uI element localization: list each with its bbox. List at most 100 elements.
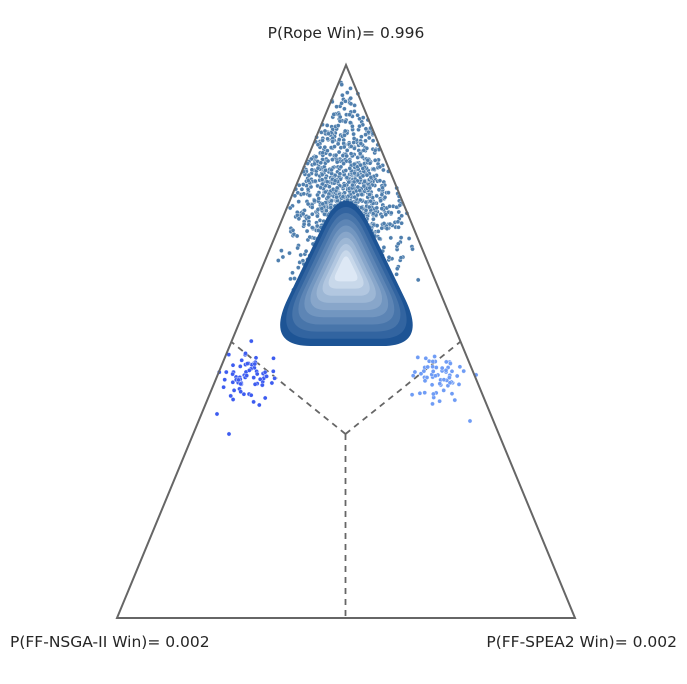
sample-point xyxy=(380,215,384,219)
sample-point xyxy=(336,142,340,146)
sample-point xyxy=(349,144,353,148)
sample-point xyxy=(352,162,356,166)
sample-point xyxy=(442,378,446,382)
sample-point xyxy=(431,392,435,396)
sample-point xyxy=(431,365,435,369)
sample-point xyxy=(343,183,347,187)
sample-point xyxy=(329,205,333,209)
sample-point xyxy=(323,145,327,149)
sample-point xyxy=(229,394,233,398)
sample-point xyxy=(352,132,356,136)
sample-point xyxy=(367,205,371,209)
sample-point xyxy=(271,356,275,360)
sample-point xyxy=(320,207,324,211)
divider-left xyxy=(232,342,346,434)
sample-point xyxy=(371,139,375,143)
sample-point xyxy=(330,199,334,203)
sample-point xyxy=(363,139,367,143)
sample-point xyxy=(388,204,392,208)
sample-point xyxy=(332,145,336,149)
sample-point xyxy=(325,180,329,184)
sample-point xyxy=(350,183,354,187)
sample-point xyxy=(382,221,386,225)
sample-point xyxy=(292,276,296,280)
sample-point xyxy=(396,225,400,229)
sample-point xyxy=(254,356,258,360)
sample-point xyxy=(348,121,352,125)
sample-point xyxy=(357,124,361,128)
sample-point xyxy=(307,193,311,197)
sample-point xyxy=(258,377,262,381)
sample-point xyxy=(340,101,344,105)
sample-point xyxy=(312,199,316,203)
sample-point xyxy=(383,195,387,199)
sample-point xyxy=(296,266,300,270)
sample-point xyxy=(301,212,305,216)
sample-point xyxy=(316,207,320,211)
sample-point xyxy=(236,378,240,382)
sample-point xyxy=(263,370,267,374)
sample-point xyxy=(341,154,345,158)
sample-point xyxy=(380,207,384,211)
sample-point xyxy=(423,391,427,395)
sample-point xyxy=(307,223,311,227)
sample-point xyxy=(307,215,311,219)
sample-point xyxy=(431,359,435,363)
sample-point xyxy=(349,152,353,156)
sample-point xyxy=(377,188,381,192)
sample-point xyxy=(352,136,356,140)
sample-point xyxy=(453,398,457,402)
sample-point xyxy=(433,354,437,358)
sample-point xyxy=(306,179,310,183)
sample-point xyxy=(260,383,264,387)
sample-point xyxy=(252,376,256,380)
sample-point xyxy=(366,158,370,162)
sample-point xyxy=(442,388,446,392)
sample-point xyxy=(324,168,328,172)
sample-point xyxy=(257,403,261,407)
sample-point xyxy=(356,113,360,117)
sample-point xyxy=(348,166,352,170)
sample-point xyxy=(331,140,335,144)
sample-point xyxy=(397,210,401,214)
sample-point xyxy=(367,136,371,140)
sample-point xyxy=(352,140,356,144)
sample-point xyxy=(279,249,283,253)
sample-point xyxy=(389,211,393,215)
sample-point xyxy=(232,388,236,392)
sample-point xyxy=(462,369,466,373)
sample-point xyxy=(395,272,399,276)
sample-point xyxy=(319,161,323,165)
sample-point xyxy=(345,148,349,152)
sample-point xyxy=(270,381,274,385)
sample-point xyxy=(290,271,294,275)
sample-point xyxy=(376,229,380,233)
sample-point xyxy=(326,132,330,136)
sample-point xyxy=(410,393,414,397)
sample-point xyxy=(448,361,452,365)
sample-point xyxy=(222,385,226,389)
sample-point xyxy=(321,202,325,206)
sample-point xyxy=(368,186,372,190)
sample-point xyxy=(301,259,305,263)
sample-point xyxy=(271,369,275,373)
sample-point xyxy=(363,179,367,183)
sample-point xyxy=(361,116,365,120)
sample-point xyxy=(396,242,400,246)
sample-point xyxy=(249,339,253,343)
sample-point xyxy=(253,362,257,366)
sample-point xyxy=(335,105,339,109)
sample-point xyxy=(444,368,448,372)
sample-point xyxy=(332,112,336,116)
sample-point xyxy=(373,148,377,152)
sample-point xyxy=(344,168,348,172)
sample-point xyxy=(433,374,437,378)
sample-point xyxy=(297,217,301,221)
sample-point xyxy=(231,397,235,401)
sample-point xyxy=(359,141,363,145)
sample-point xyxy=(426,365,430,369)
sample-point xyxy=(319,186,323,190)
sample-point xyxy=(380,226,384,230)
sample-point xyxy=(302,222,306,226)
sample-point xyxy=(348,86,352,90)
